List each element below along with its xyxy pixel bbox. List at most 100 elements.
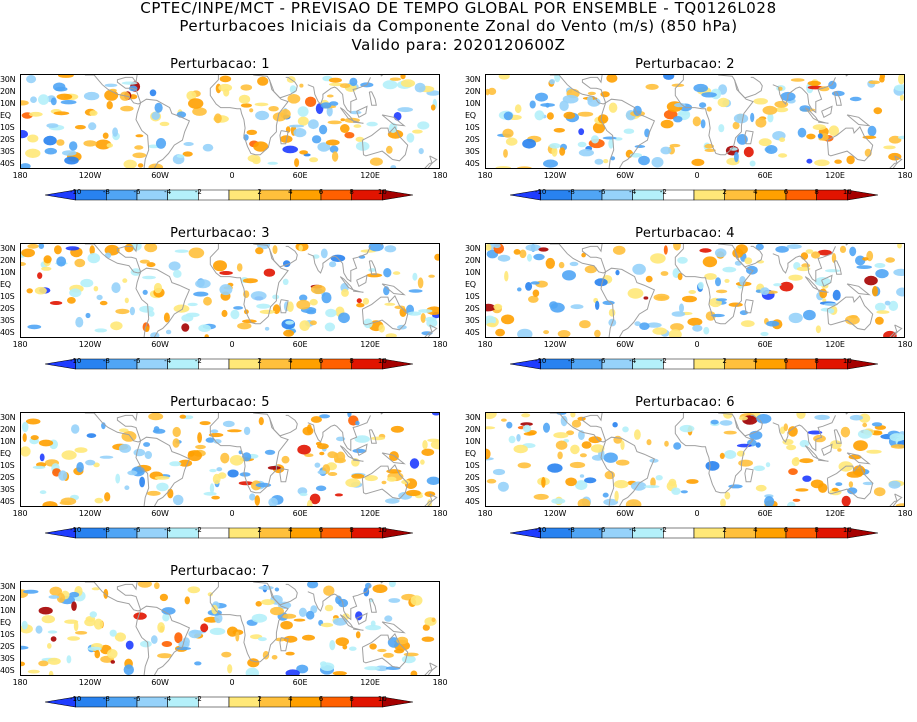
anomaly-blob	[193, 291, 209, 297]
anomaly-blob	[285, 651, 295, 656]
anomaly-blob	[247, 154, 261, 163]
anomaly-blob	[122, 278, 128, 283]
colorbar-swatch	[382, 189, 414, 201]
anomaly-blob	[39, 453, 45, 462]
coastline	[833, 91, 842, 106]
anomaly-blob	[369, 643, 377, 650]
anomaly-blob	[845, 315, 860, 325]
anomaly-blob	[407, 311, 422, 316]
anomaly-blob	[139, 259, 150, 264]
anomaly-blob	[381, 480, 387, 485]
anomaly-blob	[41, 266, 52, 271]
anomaly-blob	[502, 128, 514, 138]
anomaly-blob	[671, 487, 681, 495]
coastline	[356, 443, 368, 457]
anomaly-blob	[495, 328, 505, 337]
anomaly-blob	[566, 430, 575, 436]
anomaly-blob	[525, 282, 533, 291]
anomaly-blob	[46, 123, 59, 128]
longitude-label: 180	[432, 340, 448, 349]
colorbar-swatch	[601, 358, 633, 370]
coastline	[368, 91, 377, 106]
anomaly-blob	[21, 620, 28, 630]
colorbar-swatches	[44, 696, 414, 708]
colorbar-tick-label: 4	[753, 526, 758, 534]
longitude-label: 60W	[151, 509, 169, 518]
anomaly-blob	[335, 595, 342, 605]
anomaly-blob	[255, 110, 270, 121]
anomaly-blob	[680, 490, 688, 494]
colorbar: -10 -8 -6 -4 -2 2 4 6 8 10	[509, 355, 879, 370]
wind-perturbation-map	[20, 581, 440, 676]
anomaly-blob	[356, 298, 362, 304]
anomaly-blob	[21, 645, 29, 650]
anomaly-blob	[243, 426, 251, 436]
anomaly-blob	[420, 313, 426, 323]
anomaly-blob	[267, 161, 278, 165]
anomaly-blob	[581, 441, 592, 449]
anomaly-blob	[30, 96, 37, 103]
anomaly-blob	[293, 128, 307, 138]
anomaly-blob	[342, 644, 348, 650]
anomaly-blob	[320, 102, 332, 109]
anomaly-blob	[21, 262, 26, 266]
anomaly-blob	[486, 448, 491, 460]
latitude-label: 30N	[0, 413, 16, 422]
anomaly-blob	[817, 249, 832, 256]
anomaly-blob	[719, 420, 733, 426]
anomaly-blob	[22, 433, 27, 443]
anomaly-blob	[56, 139, 65, 146]
anomaly-blob	[501, 418, 507, 422]
anomaly-blob	[328, 77, 342, 83]
anomaly-blob	[899, 94, 904, 101]
anomaly-blob	[670, 323, 684, 331]
anomaly-blob	[553, 432, 569, 439]
anomaly-blob	[615, 459, 630, 466]
anomaly-blob	[56, 592, 65, 603]
anomaly-blob	[839, 245, 847, 253]
longitude-label: 180	[12, 171, 28, 180]
colorbar-swatch	[106, 189, 138, 201]
anomaly-blob	[898, 135, 904, 140]
coastline	[279, 468, 289, 483]
anomaly-blob	[153, 282, 163, 294]
anomaly-blob	[39, 490, 47, 495]
anomaly-blob	[320, 622, 334, 628]
anomaly-blob	[595, 300, 600, 310]
anomaly-blob	[41, 615, 55, 624]
anomaly-blob	[603, 498, 619, 506]
longitude-label: 120E	[360, 171, 380, 180]
anomaly-blob	[195, 444, 206, 450]
anomaly-blob	[43, 255, 52, 264]
anomaly-blob	[884, 300, 891, 306]
coastline	[845, 244, 849, 246]
panel-title: Perturbacao: 2	[635, 57, 735, 72]
anomaly-blob	[50, 636, 57, 642]
anomaly-blob	[686, 479, 699, 484]
anomaly-blob	[83, 91, 100, 101]
colorbar-swatch	[228, 527, 260, 539]
anomaly-blob	[705, 461, 720, 471]
colorbar-tick-label: 10	[842, 526, 852, 534]
anomaly-blob	[594, 158, 604, 165]
anomaly-blob	[775, 246, 789, 253]
anomaly-blob	[406, 133, 415, 143]
colorbar-tick-label: -6	[133, 188, 141, 196]
anomaly-blob	[660, 146, 672, 155]
anomaly-blob	[646, 439, 652, 446]
colorbar-swatch	[382, 358, 414, 370]
anomaly-blob	[324, 322, 336, 332]
anomaly-blob	[432, 413, 439, 416]
anomaly-blob	[890, 444, 904, 449]
anomaly-blob	[796, 413, 806, 419]
colorbar-swatch	[382, 527, 414, 539]
anomaly-blob	[280, 620, 293, 630]
map-panel: Perturbacao: 2 30N 20N 10N EQ 10S 20S 30S 40S 180…	[465, 57, 913, 201]
anomaly-blob	[319, 451, 325, 456]
anomaly-blob	[23, 589, 39, 594]
anomaly-blob	[209, 627, 226, 635]
anomaly-blob	[219, 284, 233, 296]
anomaly-blob	[49, 301, 63, 305]
panel-title: Perturbacao: 3	[170, 226, 270, 241]
anomaly-blob	[384, 302, 396, 306]
